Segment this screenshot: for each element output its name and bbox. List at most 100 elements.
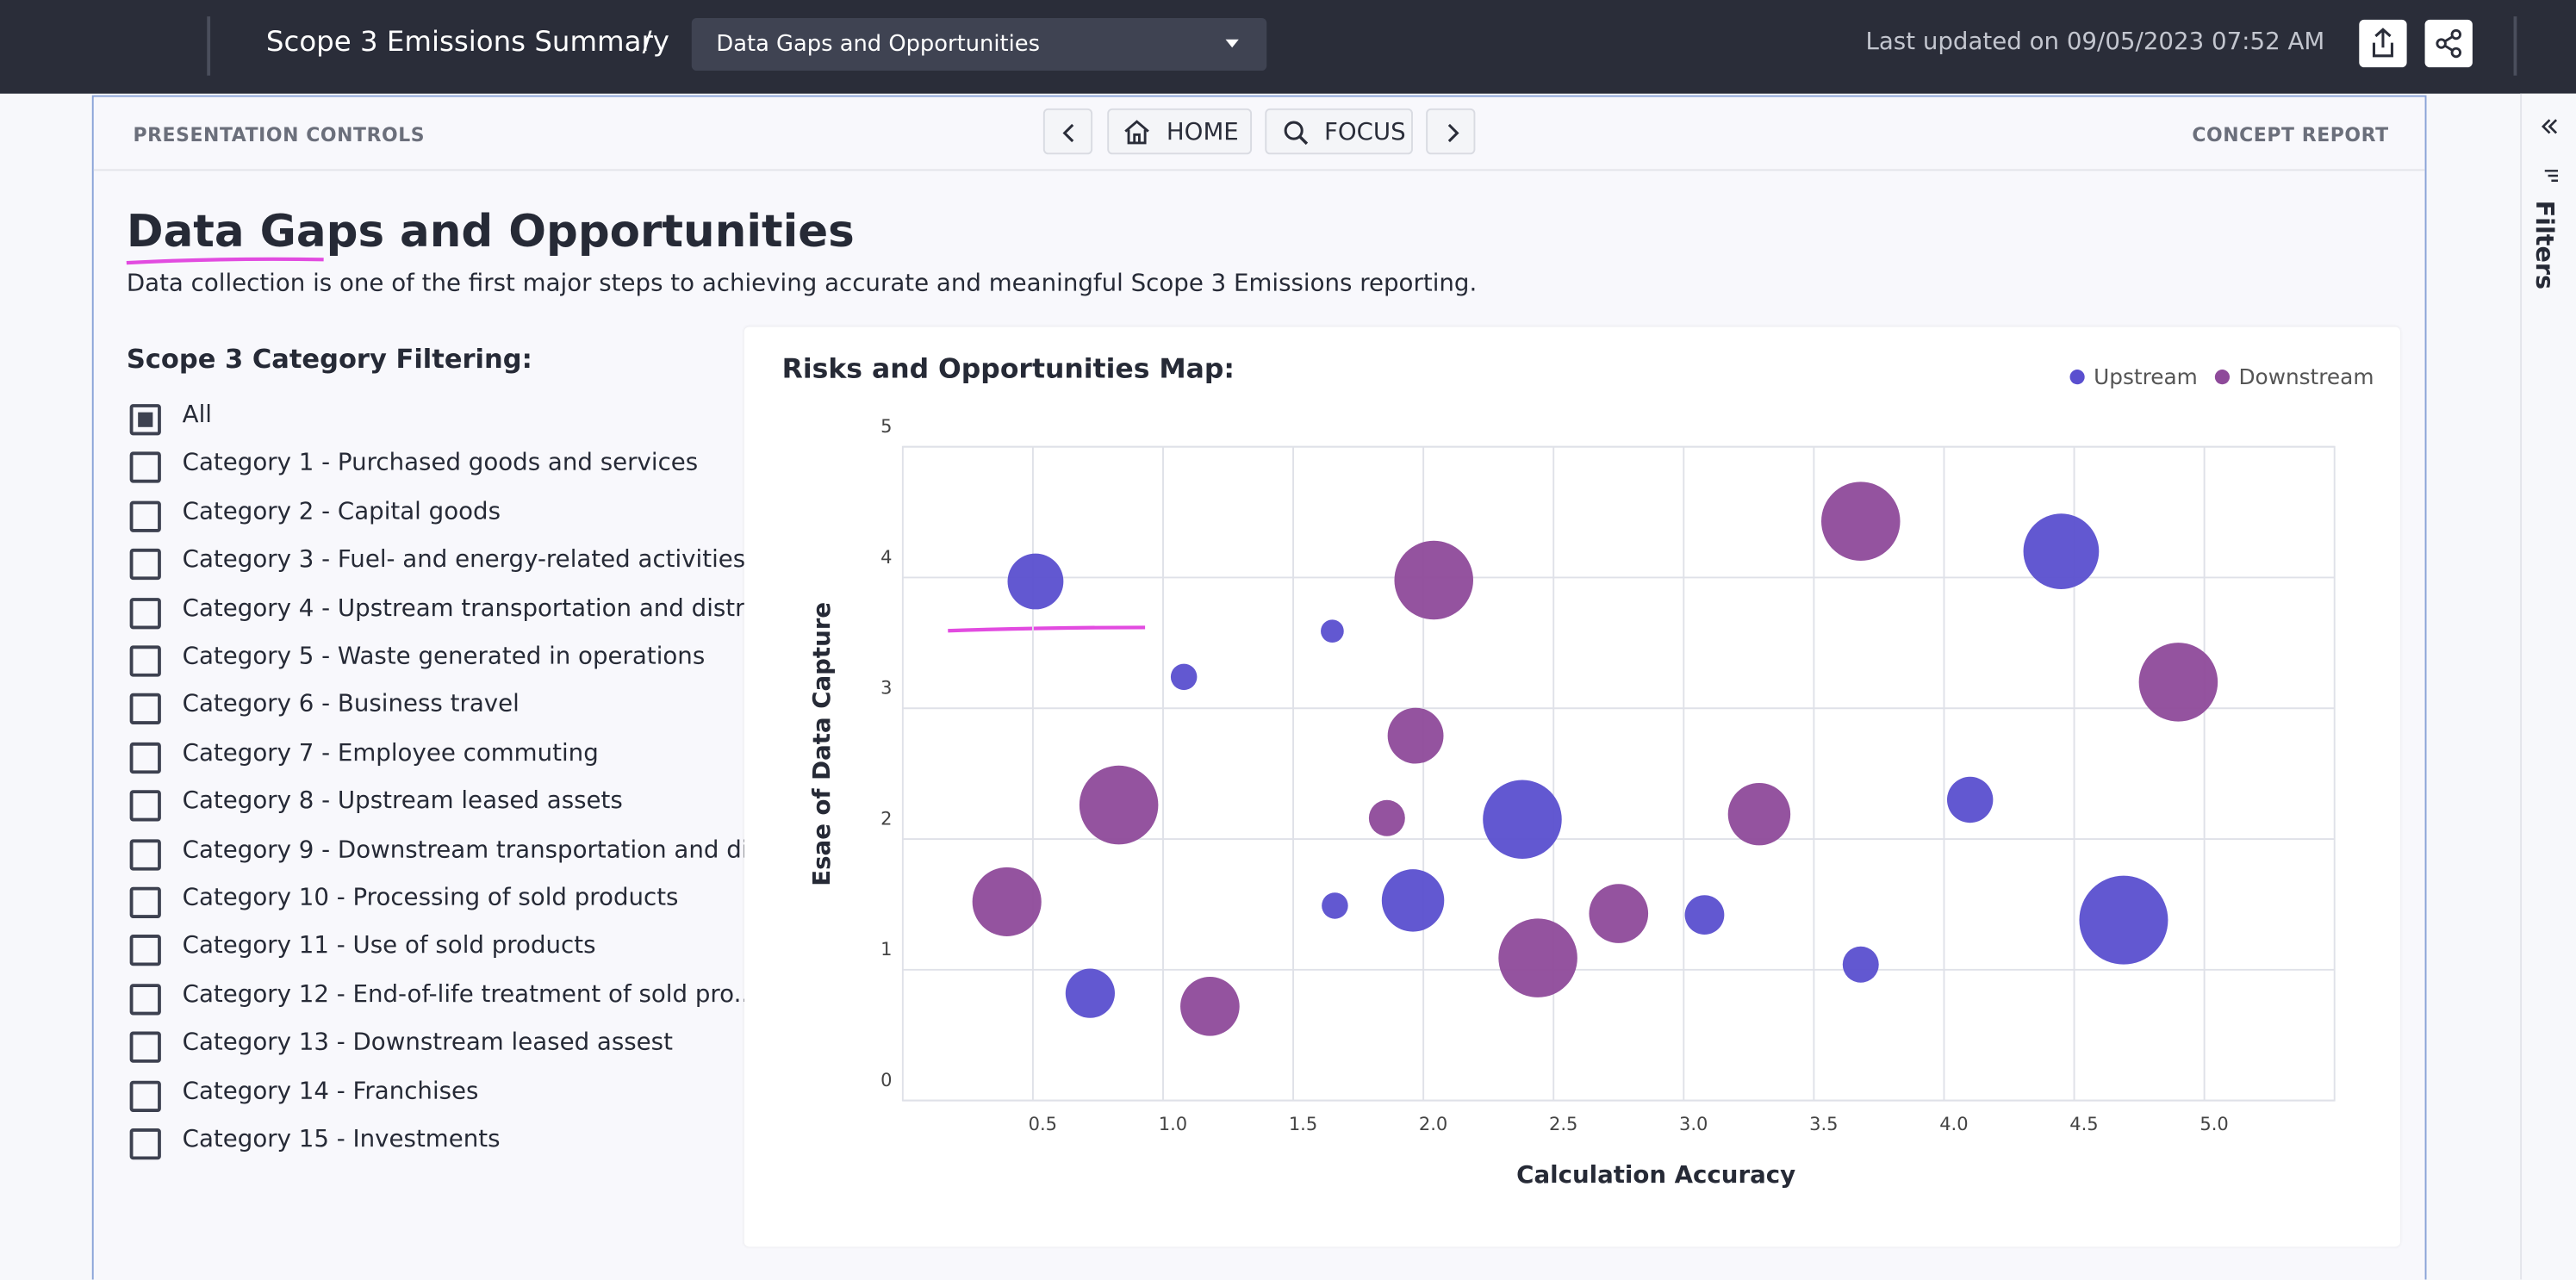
y-tick-label: 0 [880,1070,892,1090]
x-tick-label: 1.0 [1159,1114,1187,1134]
category-label: Category 7 - Employee commuting [182,740,599,767]
category-option[interactable]: Category 2 - Capital goods [129,497,721,537]
filters-label[interactable]: Filters [2529,200,2560,289]
legend-swatch [2214,370,2230,385]
share-button[interactable] [2424,19,2473,68]
app-title: Scope 3 Emissions Summary [265,26,669,59]
export-icon [2372,28,2393,58]
category-label: Category 5 - Waste generated in operatio… [182,643,706,671]
category-option[interactable]: Category 7 - Employee commuting [129,739,721,779]
checkbox[interactable] [129,886,161,918]
checkbox[interactable] [129,549,161,581]
category-label: All [182,402,212,429]
checkbox[interactable] [129,404,161,436]
checkbox[interactable] [129,935,161,966]
category-option[interactable]: Category 6 - Business travel [129,691,721,730]
checkbox[interactable] [129,1128,161,1160]
chevron-right [1447,123,1459,143]
home-icon [1124,120,1149,145]
category-option[interactable]: Category 1 - Purchased goods and service… [129,449,721,488]
page-subtitle: Data collection is one of the first majo… [126,270,1478,298]
page-dropdown[interactable]: Data Gaps and Opportunities [691,17,1267,71]
bubble [1322,892,1348,919]
x-tick-label: 2.5 [1549,1114,1577,1134]
legend-label: Downstream [2238,364,2374,389]
category-option[interactable]: Category 15 - Investments [129,1125,721,1165]
annotation-underline [126,257,324,265]
bubble [1007,553,1064,610]
top-bar: Scope 3 Emissions Summary / Data Gaps an… [0,0,2576,94]
chart-title: Risks and Opportunities Map: [782,354,1235,385]
x-tick-label: 5.0 [2200,1114,2228,1134]
bubble [1065,968,1115,1018]
bubble [1684,895,1725,935]
checkbox[interactable] [129,1079,161,1112]
bubble [1498,918,1577,997]
category-option[interactable]: Category 13 - Downstream leased assest [129,1028,721,1068]
caret [1225,39,1239,48]
checkbox[interactable] [129,790,161,822]
bubble [1394,540,1473,620]
chart-card: Risks and Opportunities Map: Calculation… [744,326,2400,1247]
bubble [1387,707,1444,764]
category-label: Category 12 - End-of-life treatment of s… [182,981,756,1009]
bubble [1079,765,1159,845]
checkbox[interactable] [129,597,161,629]
checkbox[interactable] [129,500,161,532]
checkbox[interactable] [129,645,161,677]
category-label: Category 4 - Upstream transportation and… [182,595,775,622]
category-label: Category 11 - Use of sold products [182,933,596,960]
next-button[interactable] [1426,108,1476,155]
category-option[interactable]: Category 11 - Use of sold products [129,932,721,972]
y-tick-label: 2 [880,808,892,829]
controls-bar: PRESENTATION CONTROLS HOME FOCUS CONCEPT… [93,97,2425,171]
y-axis-label: Esae of Data Capture [807,602,836,886]
divider [207,16,211,76]
category-option[interactable]: Category 8 - Upstream leased assets [129,787,721,827]
collapse-icon[interactable] [2540,116,2560,136]
checkbox[interactable] [129,838,161,870]
checkbox[interactable] [129,983,161,1016]
bubble [972,867,1042,936]
category-label: Category 6 - Business travel [182,692,520,719]
focus-label: FOCUS [1323,120,1406,146]
x-tick-label: 3.0 [1679,1114,1708,1134]
bubble [2138,643,2218,722]
category-option[interactable]: Category 9 - Downstream transportation a… [129,836,771,875]
category-option[interactable]: Category 10 - Processing of sold product… [129,884,721,923]
x-tick-label: 4.0 [1939,1114,1968,1134]
bubble [1381,869,1445,932]
checkbox[interactable] [129,693,161,725]
y-tick-label: 5 [880,416,892,437]
export-button[interactable] [2359,19,2407,68]
share-icon [2436,28,2461,59]
category-label: Category 10 - Processing of sold product… [182,885,679,912]
category-label: Category 14 - Franchises [182,1078,479,1105]
focus-button[interactable]: FOCUS [1265,108,1413,155]
category-option[interactable]: Category 5 - Waste generated in operatio… [129,643,721,682]
annotation-stroke [948,625,1146,633]
checkbox[interactable] [129,452,161,484]
category-option[interactable]: Category 3 - Fuel- and energy-related ac… [129,545,745,585]
page-title: Data Gaps and Opportunities [126,207,855,258]
category-option[interactable]: Category 12 - End-of-life treatment of s… [129,980,756,1020]
last-updated: Last updated on 09/05/2023 07:52 AM [1865,29,2325,56]
checkbox[interactable] [129,742,161,774]
y-tick-label: 1 [880,939,892,960]
category-option[interactable]: Category 4 - Upstream transportation and… [129,594,775,634]
category-label: Category 15 - Investments [182,1127,501,1153]
presentation-panel: PRESENTATION CONTROLS HOME FOCUS CONCEPT… [91,95,2427,1280]
category-label: Category 13 - Downstream leased assest [182,1029,673,1057]
home-label: HOME [1166,120,1239,146]
bubble [1821,482,1901,561]
x-axis-label: Calculation Accuracy [1516,1160,1795,1189]
bubble [2079,875,2168,965]
home-button[interactable]: HOME [1107,108,1253,155]
prev-button[interactable] [1042,108,1093,155]
category-option[interactable]: Category 14 - Franchises [129,1077,721,1116]
checkbox[interactable] [129,1031,161,1064]
legend-label: Upstream [2094,364,2198,389]
filter-icon [2544,170,2559,182]
x-tick-label: 4.5 [2069,1114,2098,1134]
category-option[interactable]: All [129,401,721,440]
